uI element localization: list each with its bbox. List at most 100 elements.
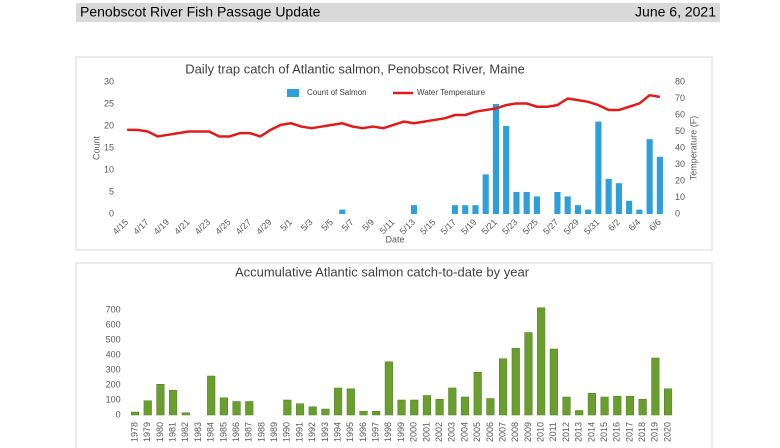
- x-tick-label: 5/21: [480, 217, 499, 236]
- bar: [339, 209, 346, 214]
- x-tick-label: 1996: [358, 422, 368, 442]
- x-tick-label: 1995: [345, 422, 355, 442]
- y2-tick-label: 40: [675, 142, 685, 152]
- bar: [334, 387, 343, 416]
- bar: [156, 384, 165, 416]
- x-tick-label: 4/23: [193, 217, 212, 236]
- x-tick-label: 1989: [269, 422, 279, 442]
- x-tick-label: 2019: [650, 422, 660, 442]
- x-tick-label: 4/27: [234, 217, 253, 236]
- x-tick-label: 1991: [294, 422, 304, 442]
- x-tick-label: 1981: [167, 422, 177, 442]
- bar: [499, 358, 508, 416]
- bar: [537, 307, 546, 416]
- bar: [595, 121, 602, 214]
- y-tick-label: 0: [109, 208, 114, 218]
- y-tick-label: 500: [106, 334, 121, 344]
- x-tick-label: 2001: [421, 422, 431, 442]
- x-tick-label: 5/5: [319, 217, 335, 233]
- x-tick-label: 1988: [256, 422, 266, 442]
- y2-tick-label: 80: [675, 76, 685, 86]
- chart-title: Daily trap catch of Atlantic salmon, Pen…: [185, 61, 525, 76]
- bar: [482, 174, 489, 214]
- bar: [473, 372, 482, 416]
- x-tick-label: 1994: [332, 422, 342, 442]
- y2-axis-label: Temperature (F): [688, 116, 698, 181]
- x-tick-label: 5/3: [299, 217, 315, 233]
- x-tick-label: 2000: [409, 422, 419, 442]
- bar: [435, 399, 444, 416]
- bar: [587, 393, 596, 416]
- y-tick-label: 10: [104, 164, 114, 174]
- x-tick-label: 2007: [497, 422, 507, 442]
- x-tick-label: 1985: [218, 422, 228, 442]
- y-tick-label: 25: [104, 98, 114, 108]
- bar: [372, 411, 381, 416]
- x-tick-label: 1990: [282, 422, 292, 442]
- x-tick-label: 4/19: [152, 217, 171, 236]
- y-tick-label: 300: [106, 364, 121, 374]
- bar: [232, 401, 241, 416]
- bar: [460, 396, 470, 416]
- bar: [321, 408, 330, 416]
- x-axis-label: Date: [385, 234, 404, 244]
- bar: [486, 398, 495, 416]
- x-tick-label: 2010: [536, 422, 546, 442]
- bar: [656, 156, 663, 214]
- y-tick-label: 20: [104, 120, 114, 130]
- bar: [143, 400, 152, 416]
- x-tick-label: 2015: [599, 422, 609, 442]
- x-tick-label: 5/7: [340, 217, 356, 233]
- bar: [605, 178, 612, 214]
- bar: [511, 348, 520, 416]
- bar: [651, 357, 660, 416]
- x-tick-label: 2013: [574, 422, 584, 442]
- x-tick-label: 2009: [523, 422, 533, 442]
- bar: [384, 361, 393, 416]
- x-tick-label: 2020: [662, 422, 672, 442]
- x-tick-label: 1980: [155, 422, 165, 442]
- x-tick-label: 4/21: [172, 217, 191, 236]
- x-tick-label: 1993: [320, 422, 330, 442]
- chart-frame: [75, 56, 713, 251]
- x-tick-label: 1986: [231, 422, 241, 442]
- bar: [472, 205, 479, 214]
- bar: [636, 209, 643, 214]
- bar: [219, 397, 228, 416]
- chart-title: Accumulative Atlantic salmon catch-to-da…: [235, 264, 530, 279]
- x-tick-label: 4/15: [111, 217, 130, 236]
- bar: [600, 396, 609, 416]
- bar: [625, 396, 635, 416]
- x-tick-label: 4/17: [131, 217, 150, 236]
- bar: [207, 375, 216, 416]
- x-tick-label: 2011: [548, 422, 558, 441]
- y-tick-label: 100: [106, 394, 121, 404]
- bar: [295, 403, 305, 416]
- y-tick-label: 30: [104, 76, 114, 86]
- x-tick-label: 5/19: [459, 217, 478, 236]
- x-tick-label: 5/31: [582, 217, 601, 236]
- legend-label: Water Temperature: [417, 88, 486, 97]
- x-tick-label: 2004: [459, 422, 469, 442]
- bar: [397, 399, 406, 416]
- bar: [503, 126, 510, 214]
- x-tick-label: 2006: [485, 422, 495, 442]
- x-tick-label: 2002: [434, 422, 444, 442]
- bar: [524, 332, 533, 416]
- y-tick-label: 400: [106, 349, 121, 359]
- y-tick-label: 5: [109, 186, 114, 196]
- y2-tick-label: 70: [675, 93, 685, 103]
- x-tick-label: 1982: [180, 422, 190, 442]
- x-tick-label: 1987: [244, 422, 254, 442]
- y2-tick-label: 30: [675, 159, 685, 169]
- legend-label: Count of Salmon: [307, 88, 367, 97]
- x-tick-label: 1984: [206, 422, 216, 442]
- bar: [523, 192, 530, 214]
- bar: [626, 200, 633, 214]
- bar: [574, 205, 581, 214]
- x-tick-label: 2018: [637, 422, 647, 442]
- bar: [451, 205, 459, 214]
- x-tick-label: 5/27: [541, 217, 560, 236]
